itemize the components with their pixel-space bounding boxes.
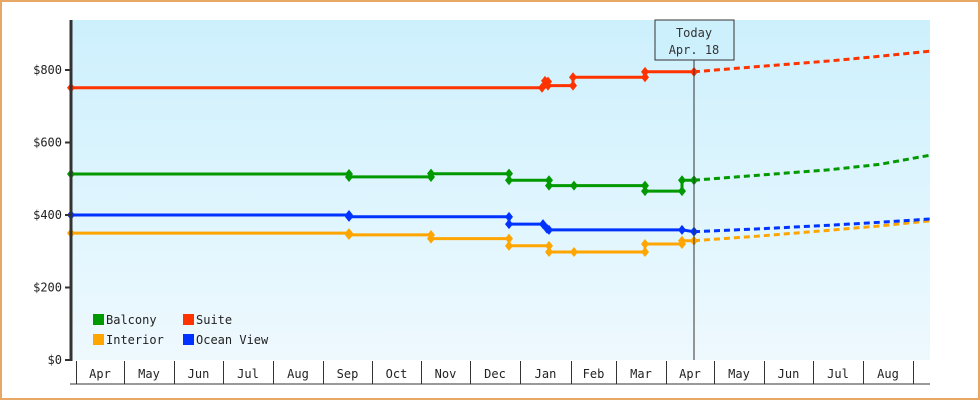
x-month-label: Sep bbox=[337, 367, 359, 381]
y-tick-label: $200 bbox=[33, 281, 62, 295]
y-axis: $0 $200 $400 $600 $800 bbox=[33, 20, 73, 367]
legend-label: Suite bbox=[196, 313, 232, 327]
data-point-marker[interactable] bbox=[678, 224, 686, 235]
data-point-marker[interactable] bbox=[545, 175, 553, 186]
data-point-marker[interactable] bbox=[570, 246, 578, 257]
legend-swatch bbox=[93, 314, 104, 325]
legend-swatch bbox=[183, 314, 194, 325]
data-point-marker[interactable] bbox=[570, 180, 578, 191]
today-label: Today bbox=[676, 26, 712, 40]
data-point-marker[interactable] bbox=[545, 240, 553, 251]
x-month-label: Jul bbox=[827, 367, 849, 381]
data-point-marker[interactable] bbox=[505, 168, 513, 179]
legend-item-interior[interactable]: Interior bbox=[93, 333, 164, 347]
data-point-marker[interactable] bbox=[505, 219, 513, 230]
today-box bbox=[654, 19, 735, 61]
x-month-label: Nov bbox=[435, 367, 457, 381]
data-point-marker[interactable] bbox=[641, 72, 649, 83]
x-month-label: Jun bbox=[188, 367, 210, 381]
legend-label: Ocean View bbox=[196, 333, 269, 347]
y-tick-label: $0 bbox=[48, 353, 62, 367]
legend-item-suite[interactable]: Suite bbox=[183, 313, 232, 327]
data-point-marker[interactable] bbox=[641, 186, 649, 197]
data-point-marker[interactable] bbox=[678, 175, 686, 186]
series-layer bbox=[67, 49, 931, 257]
data-point-marker[interactable] bbox=[545, 180, 553, 191]
data-point-marker[interactable] bbox=[505, 240, 513, 251]
data-point-marker[interactable] bbox=[505, 233, 513, 244]
x-month-label: Feb bbox=[583, 367, 605, 381]
data-point-marker[interactable] bbox=[544, 80, 552, 91]
data-point-marker[interactable] bbox=[641, 239, 649, 249]
y-tick-label: $600 bbox=[33, 136, 62, 150]
legend-label: Balcony bbox=[106, 313, 157, 327]
x-month-label: Apr bbox=[679, 367, 701, 381]
data-point-marker[interactable] bbox=[545, 224, 553, 235]
legend-label: Interior bbox=[106, 333, 164, 347]
data-point-marker[interactable] bbox=[345, 229, 353, 240]
x-month-label: May bbox=[728, 367, 750, 381]
data-point-marker[interactable] bbox=[538, 82, 546, 93]
today-date: Apr. 18 bbox=[669, 43, 720, 57]
y-tick-label: $800 bbox=[33, 63, 62, 77]
data-point-marker[interactable] bbox=[641, 180, 649, 191]
data-point-marker[interactable] bbox=[427, 233, 435, 244]
series-suite bbox=[67, 49, 931, 93]
data-point-marker[interactable] bbox=[505, 175, 513, 186]
data-point-marker[interactable] bbox=[569, 80, 577, 91]
x-axis: Apr May Jun Jul Aug Sep Oct Nov Dec Jan Feb Mar Apr M… bbox=[70, 361, 930, 385]
legend-swatch bbox=[183, 334, 194, 345]
x-month-label: Jun bbox=[778, 367, 800, 381]
x-month-label: Mar bbox=[630, 367, 652, 381]
data-point-marker[interactable] bbox=[641, 66, 649, 77]
legend-item-balcony[interactable]: Balcony bbox=[93, 313, 157, 327]
data-point-marker[interactable] bbox=[345, 171, 353, 182]
legend: Balcony Suite Interior Ocean View bbox=[93, 313, 269, 347]
data-point-marker[interactable] bbox=[641, 246, 649, 257]
x-month-label: Aug bbox=[287, 367, 309, 381]
data-point-marker[interactable] bbox=[505, 211, 513, 222]
legend-swatch bbox=[93, 334, 104, 345]
data-point-marker[interactable] bbox=[345, 211, 353, 222]
data-point-marker[interactable] bbox=[427, 168, 435, 179]
x-month-label: Apr bbox=[89, 367, 111, 381]
x-month-label: Jul bbox=[237, 367, 259, 381]
data-point-marker[interactable] bbox=[545, 246, 553, 257]
x-month-label: Oct bbox=[386, 367, 408, 381]
data-point-marker[interactable] bbox=[569, 72, 577, 83]
data-point-marker[interactable] bbox=[678, 235, 686, 246]
y-tick-label: $400 bbox=[33, 208, 62, 222]
x-month-label: May bbox=[138, 367, 160, 381]
data-point-marker[interactable] bbox=[678, 186, 686, 197]
plot-area bbox=[71, 20, 930, 360]
x-month-label: Dec bbox=[484, 367, 506, 381]
legend-item-ocean-view[interactable]: Ocean View bbox=[183, 333, 269, 347]
x-month-label: Jan bbox=[535, 367, 557, 381]
today-marker: Today Apr. 18 bbox=[654, 19, 735, 360]
series-ocean-view bbox=[67, 210, 931, 237]
x-month-label: Aug bbox=[877, 367, 899, 381]
